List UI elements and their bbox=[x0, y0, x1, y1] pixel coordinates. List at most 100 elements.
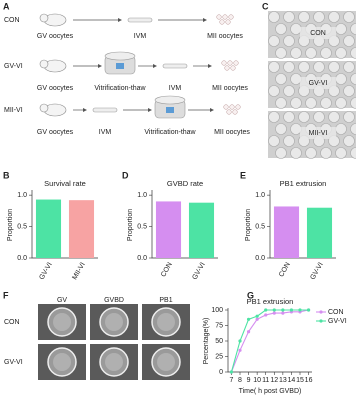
oocyte bbox=[268, 111, 280, 123]
group-label: CON bbox=[4, 17, 20, 24]
x-tick-label: 13 bbox=[279, 377, 287, 384]
column-label: GV bbox=[57, 297, 67, 304]
oocyte-icon bbox=[224, 65, 230, 71]
x-tick-label: 14 bbox=[288, 377, 296, 384]
oocyte bbox=[343, 135, 355, 147]
oocyte-icon bbox=[222, 14, 228, 20]
row-label: GV-VI bbox=[4, 359, 23, 366]
point bbox=[281, 311, 285, 315]
mouse-head bbox=[39, 59, 49, 69]
oocyte bbox=[328, 61, 340, 73]
panel-label: E bbox=[240, 170, 246, 180]
oocyte-core bbox=[53, 353, 71, 371]
oocyte bbox=[313, 61, 325, 73]
point bbox=[246, 317, 251, 321]
oocyte bbox=[275, 97, 287, 109]
y-axis-label: Proportion bbox=[127, 209, 134, 241]
oocyte bbox=[275, 123, 287, 135]
oocyte bbox=[350, 73, 356, 85]
oocyte bbox=[350, 123, 356, 135]
arrow-head bbox=[210, 108, 214, 112]
x-tick-label: GV-VI bbox=[38, 261, 53, 281]
arrow-head bbox=[203, 18, 207, 22]
y-tick-label: 75 bbox=[215, 322, 223, 329]
oocyte-core bbox=[105, 353, 123, 371]
bar bbox=[273, 206, 300, 258]
oocyte bbox=[290, 97, 302, 109]
oocyte bbox=[283, 11, 295, 23]
step-label: MII oocytes bbox=[214, 129, 250, 136]
point bbox=[289, 308, 294, 312]
oocyte-icon bbox=[235, 104, 241, 110]
legend-label: GV-VI bbox=[328, 318, 347, 325]
oocyte bbox=[320, 47, 332, 59]
oocyte bbox=[283, 35, 295, 47]
x-tick-label: 11 bbox=[262, 377, 269, 384]
bar bbox=[155, 201, 182, 258]
y-tick-label: 1.0 bbox=[137, 192, 147, 199]
y-tick-label: 1.0 bbox=[255, 192, 265, 199]
panel-label: F bbox=[3, 290, 9, 300]
label-bg bbox=[300, 127, 336, 139]
oocyte-icon bbox=[233, 60, 239, 66]
oocyte bbox=[283, 111, 295, 123]
point bbox=[229, 370, 234, 374]
oocyte bbox=[275, 73, 287, 85]
step-label: GV oocytes bbox=[37, 85, 74, 92]
label-bg bbox=[300, 77, 336, 89]
step-label: IVM bbox=[99, 129, 112, 136]
device-top bbox=[154, 95, 186, 105]
oocyte bbox=[275, 23, 287, 35]
oocyte bbox=[343, 61, 355, 73]
oocyte bbox=[305, 47, 317, 59]
oocyte bbox=[298, 11, 310, 23]
tube-icon bbox=[162, 63, 188, 69]
oocyte-icon bbox=[229, 104, 235, 110]
step-label: IVM bbox=[169, 85, 182, 92]
arrow-head bbox=[98, 64, 102, 68]
panel-label: G bbox=[247, 290, 254, 300]
y-tick-label: 100 bbox=[211, 307, 223, 314]
micrograph-label: CON bbox=[310, 30, 326, 37]
arrow-head bbox=[118, 18, 122, 22]
step-label: Vitrification-thaw bbox=[94, 85, 146, 92]
panel-label: A bbox=[3, 1, 10, 11]
oocyte bbox=[320, 147, 332, 159]
y-tick-label: 0.0 bbox=[255, 255, 265, 262]
bar bbox=[68, 200, 95, 258]
oocyte bbox=[268, 85, 280, 97]
y-tick-label: 25 bbox=[215, 353, 223, 360]
legend-marker bbox=[319, 310, 323, 314]
y-tick-label: 0.0 bbox=[137, 255, 147, 262]
oocyte bbox=[343, 111, 355, 123]
x-tick-label: 8 bbox=[238, 377, 242, 384]
y-tick-label: 50 bbox=[215, 338, 223, 345]
bar bbox=[306, 207, 333, 258]
step-label: Vitrification-thaw bbox=[144, 129, 196, 136]
chart-title: Survival rate bbox=[44, 179, 86, 188]
oocyte-icon bbox=[227, 60, 233, 66]
group-label: GV-VI bbox=[4, 63, 23, 70]
oocyte-icon bbox=[219, 19, 225, 25]
oocyte bbox=[283, 85, 295, 97]
bar bbox=[35, 199, 62, 258]
oocyte bbox=[335, 123, 347, 135]
device-top bbox=[104, 51, 136, 61]
mouse-head bbox=[39, 13, 49, 23]
point bbox=[264, 308, 268, 312]
oocyte bbox=[335, 97, 347, 109]
step-label: GV oocytes bbox=[37, 33, 74, 40]
oocyte bbox=[343, 11, 355, 23]
oocyte bbox=[350, 23, 356, 35]
oocyte-icon bbox=[216, 14, 222, 20]
y-tick-label: 1.0 bbox=[17, 192, 27, 199]
group-label: MII-VI bbox=[4, 107, 23, 114]
column-label: PB1 bbox=[159, 297, 172, 304]
oocyte-icon bbox=[226, 109, 232, 115]
panel-label: D bbox=[122, 170, 129, 180]
oocyte bbox=[268, 61, 280, 73]
point bbox=[298, 308, 302, 312]
x-tick-label: 7 bbox=[229, 377, 233, 384]
step-label: IVM bbox=[134, 33, 147, 40]
